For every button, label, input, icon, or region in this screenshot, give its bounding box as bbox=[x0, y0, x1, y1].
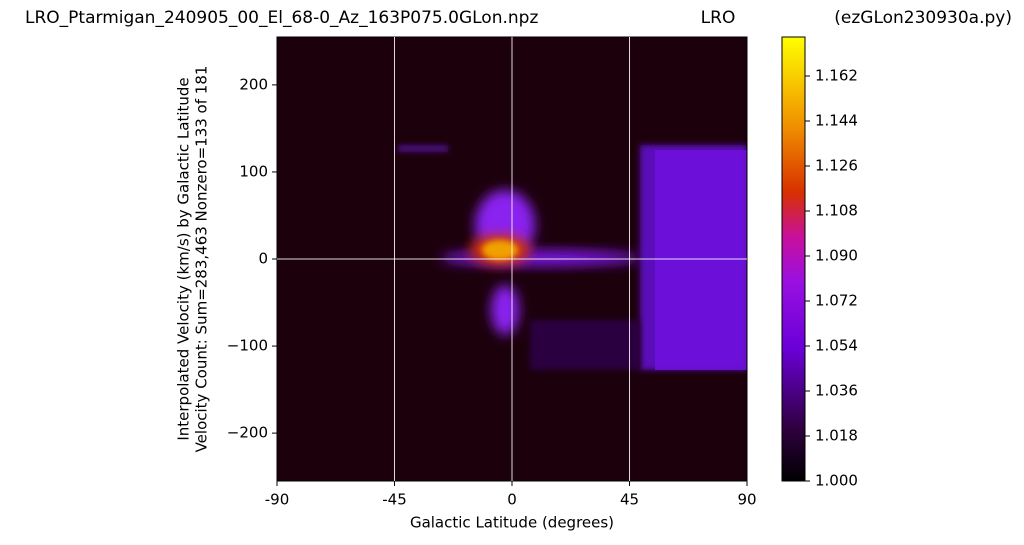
y-tick-label: −100 bbox=[227, 337, 268, 355]
chart-title: LRO_Ptarmigan_240905_00_El_68-0_Az_163P0… bbox=[25, 8, 538, 28]
chart-title-right: (ezGLon230930a.py) bbox=[834, 8, 1012, 28]
colorbar-tick-label: 1.036 bbox=[815, 382, 858, 400]
colorbar-tick-label: 1.018 bbox=[815, 427, 858, 445]
colorbar-tick-label: 1.090 bbox=[815, 247, 858, 265]
y-tick-label: 0 bbox=[258, 250, 268, 268]
x-tick-label: -45 bbox=[382, 491, 407, 509]
colorbar-tick-label: 1.162 bbox=[815, 67, 858, 85]
y-tick-label: 200 bbox=[239, 75, 268, 93]
x-axis-label: Galactic Latitude (degrees) bbox=[410, 514, 614, 532]
x-tick-label: -90 bbox=[265, 491, 290, 509]
colorbar-tick-label: 1.000 bbox=[815, 472, 858, 490]
x-tick-label: 0 bbox=[507, 491, 517, 509]
colorbar-tick-label: 1.108 bbox=[815, 202, 858, 220]
y-tick-label: 100 bbox=[239, 162, 268, 180]
colorbar-tick-label: 1.054 bbox=[815, 337, 858, 355]
colorbar-tick-label: 1.144 bbox=[815, 112, 858, 130]
colorbar bbox=[781, 36, 806, 482]
colorbar-tick-label: 1.126 bbox=[815, 157, 858, 175]
colorbar-tick-label: 1.072 bbox=[815, 292, 858, 310]
x-tick-label: 45 bbox=[620, 491, 639, 509]
y-tick-label: −200 bbox=[227, 424, 268, 442]
x-tick-label: 90 bbox=[737, 491, 756, 509]
chart-title-center: LRO bbox=[701, 8, 736, 28]
y-axis-label: Velocity Count: Sum=283,463 Nonzero=133 … bbox=[193, 66, 211, 453]
y-axis-label: Interpolated Velocity (km/s) by Galactic… bbox=[175, 77, 193, 440]
